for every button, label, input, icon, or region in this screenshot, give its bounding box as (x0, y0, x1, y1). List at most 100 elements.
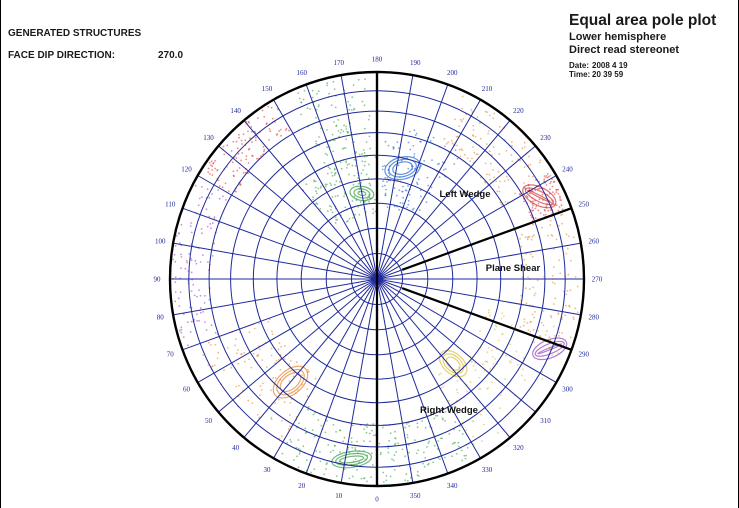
pole-dot (334, 183, 336, 186)
region-label: Left Wedge (439, 189, 490, 200)
pole-dot (332, 449, 334, 452)
pole-dot (567, 273, 570, 276)
pole-dot (232, 170, 235, 173)
pole-dot (347, 100, 350, 103)
pole-dot (207, 261, 209, 263)
azimuth-tick-label: 120 (181, 166, 192, 174)
pole-dot (289, 438, 292, 441)
pole-dot (558, 206, 561, 208)
pole-dot (178, 232, 180, 235)
pole-dot (180, 326, 183, 329)
azimuth-line (182, 278, 378, 351)
pole-dot (368, 182, 371, 185)
pole-dot (173, 253, 176, 256)
pole-dot (576, 285, 579, 288)
azimuth-line (197, 175, 378, 280)
pole-dot (354, 458, 357, 461)
pole-dot (272, 377, 274, 379)
pole-dot (418, 209, 421, 212)
pole-dot (372, 434, 375, 437)
pole-dot (486, 111, 488, 114)
pole-dot (492, 355, 494, 358)
pole-dot (206, 225, 209, 228)
pole-dot (345, 128, 348, 130)
pole-dot (237, 362, 240, 365)
pole-dot (357, 205, 360, 208)
pole-dot (334, 195, 337, 198)
pole-dot (534, 292, 537, 295)
pole-dot (311, 429, 314, 431)
pole-dot (444, 456, 446, 459)
pole-dot (553, 180, 556, 183)
pole-dot (461, 149, 464, 152)
azimuth-tick-label: 250 (578, 200, 589, 208)
azimuth-line (197, 278, 378, 383)
pole-dot (489, 178, 491, 181)
pole-dot (271, 333, 274, 336)
pole-dot (472, 124, 475, 127)
pole-dot (492, 117, 495, 120)
pole-dot (479, 388, 482, 390)
pole-dot (528, 192, 531, 195)
pole-dot (496, 431, 499, 434)
pole-dot (243, 352, 246, 354)
pole-dot (309, 108, 312, 110)
pole-dot (177, 297, 180, 300)
azimuth-line (376, 120, 511, 280)
pole-dot (201, 196, 203, 199)
azimuth-line (376, 145, 536, 280)
date-label: Date: (569, 61, 590, 70)
pole-dot (214, 167, 217, 170)
pole-dot (293, 459, 295, 461)
pole-dot (455, 406, 458, 409)
pole-dot (576, 311, 579, 314)
pole-dot (343, 195, 345, 198)
pole-dot (406, 206, 408, 209)
pole-dot (357, 78, 360, 81)
pole-dot (417, 178, 420, 181)
pole-dot (540, 321, 543, 324)
pole-dot (479, 176, 482, 179)
generated-structures-title: GENERATED STRUCTURES (8, 28, 142, 39)
pole-dot (279, 368, 282, 371)
pole-dot (368, 432, 371, 435)
pole-dot (392, 148, 395, 150)
pole-dot (544, 334, 547, 336)
pole-dot (339, 161, 342, 164)
pole-dot (408, 425, 411, 427)
pole-dot (509, 343, 512, 346)
pole-dot (359, 201, 362, 203)
azimuth-tick-label: 290 (578, 351, 589, 359)
pole-dot (459, 118, 462, 121)
pole-dot (401, 202, 404, 205)
pole-dot (432, 136, 435, 139)
pole-dot (236, 169, 239, 172)
pole-dot (547, 209, 550, 212)
azimuth-line (376, 278, 481, 459)
azimuth-line (376, 278, 449, 474)
pole-dot (279, 128, 282, 131)
region-label: Plane Shear (486, 263, 541, 274)
pole-dot (478, 376, 481, 379)
pole-dot (505, 354, 507, 357)
pole-dot (393, 454, 396, 456)
pole-dot (250, 366, 253, 369)
pole-dot (328, 92, 330, 95)
pole-dot (360, 172, 363, 175)
pole-dot (557, 224, 560, 227)
pole-dot (343, 436, 346, 439)
pole-contour (522, 184, 557, 209)
pole-dot (493, 328, 496, 331)
pole-dot (444, 168, 447, 170)
pole-dot (295, 446, 298, 449)
pole-dot (495, 325, 498, 328)
azimuth-tick-label: 200 (447, 69, 458, 77)
pole-dot (263, 115, 266, 118)
pole-dot (416, 422, 419, 425)
pole-dot (456, 144, 458, 147)
pole-dot (327, 210, 329, 213)
pole-dot (319, 208, 322, 210)
pole-dot (466, 446, 469, 449)
pole-dot (197, 204, 200, 207)
